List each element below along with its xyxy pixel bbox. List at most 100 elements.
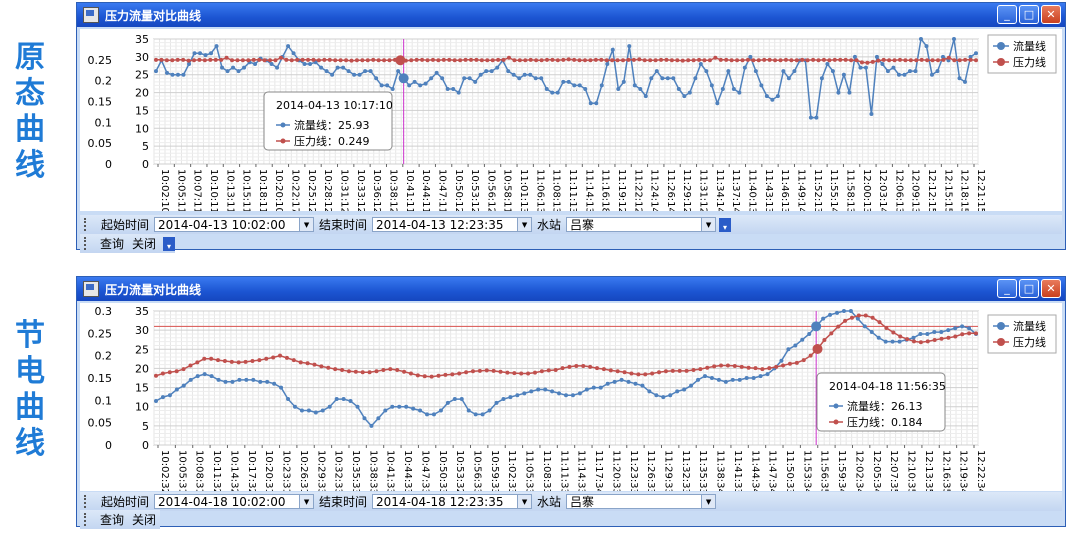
flow-point — [473, 412, 478, 417]
flow-point — [272, 381, 277, 386]
x-tick-label: 10:38:33 — [367, 450, 378, 491]
station-select[interactable]: 吕寨 ▼ — [566, 217, 717, 232]
query-button[interactable]: 查询 — [100, 513, 125, 527]
flow-point — [946, 328, 951, 333]
start-time-select[interactable]: 2014-04-18 10:02:00 ▼ — [154, 494, 315, 509]
pressure-point — [273, 58, 278, 63]
pressure-point — [719, 363, 724, 368]
flow-point — [539, 76, 544, 81]
end-time-select[interactable]: 2014-04-18 12:23:35 ▼ — [372, 494, 533, 509]
flow-point — [390, 404, 395, 409]
chevron-down-icon[interactable]: ▼ — [701, 218, 716, 231]
left-axis-tick: 15 — [135, 104, 149, 117]
pressure-point — [327, 57, 332, 62]
flow-point — [668, 393, 673, 398]
pressure-point — [532, 370, 537, 375]
pressure-point — [659, 57, 664, 62]
end-time-select[interactable]: 2014-04-13 12:23:35 ▼ — [372, 217, 533, 232]
pressure-point — [816, 58, 821, 63]
flow-point — [456, 90, 461, 95]
pressure-point — [670, 368, 675, 373]
action-toolbar: 查询 关闭 ▾ — [80, 234, 176, 253]
pressure-point — [808, 353, 813, 358]
chevron-down-icon[interactable]: ▼ — [701, 495, 716, 508]
legend-pressure-dot — [997, 338, 1005, 346]
flow-point — [627, 44, 632, 49]
flow-point — [269, 62, 274, 66]
right-axis-tick: 0.25 — [88, 327, 113, 340]
pressure-point — [436, 58, 441, 63]
minimize-button[interactable]: _ — [997, 5, 1017, 24]
x-tick-label: 12:03:14 — [877, 169, 888, 211]
pressure-point — [360, 370, 365, 375]
chevron-down-icon[interactable]: ▼ — [299, 218, 314, 231]
close-button[interactable]: ✕ — [1041, 5, 1061, 24]
flow-point — [800, 337, 805, 342]
flow-point — [511, 72, 516, 77]
pressure-point — [326, 365, 331, 370]
x-tick-label: 10:59:33 — [489, 450, 500, 491]
toolbar-grip[interactable] — [84, 218, 92, 231]
flow-point — [308, 62, 313, 66]
minimize-button[interactable]: _ — [997, 279, 1017, 298]
tooltip: 2014-04-18 11:56:35 流量线：26.13 压力线：0.184 — [816, 372, 946, 432]
pressure-point — [474, 57, 479, 62]
cursor-flow-marker — [811, 321, 822, 332]
pressure-point — [300, 57, 305, 62]
pressure-point — [250, 359, 255, 364]
pressure-point — [409, 58, 414, 63]
toolbar-overflow-icon[interactable]: ▾ — [719, 217, 732, 232]
x-tick-label: 12:05:34 — [871, 450, 882, 491]
pressure-flow-chart: 35 30 25 20 15 10 5 0 0.25 0.2 0.15 0.1 0.05 0 10:02:1… — [88, 33, 1057, 211]
pressure-point — [669, 58, 674, 63]
pressure-point — [664, 57, 669, 62]
x-tick-label: 10:36:12 — [371, 169, 382, 211]
x-tick-label: 10:26:31 — [298, 450, 309, 491]
title-bar[interactable]: 压力流量对比曲线 _ □ ✕ — [77, 3, 1065, 27]
flow-point — [696, 377, 701, 382]
flow-point — [731, 87, 736, 91]
pressure-point — [783, 57, 788, 62]
close-panel-button[interactable]: 关闭 — [132, 237, 157, 251]
station-select[interactable]: 吕寨 ▼ — [566, 494, 717, 509]
flow-point — [564, 393, 568, 398]
pressure-point — [599, 57, 604, 62]
chevron-down-icon[interactable]: ▼ — [299, 495, 314, 508]
pressure-point — [567, 364, 572, 369]
close-button[interactable]: ✕ — [1041, 279, 1061, 298]
flow-point — [968, 54, 973, 59]
title-bar[interactable]: 压力流量对比曲线 _ □ ✕ — [77, 277, 1065, 301]
flow-point — [390, 87, 395, 91]
pressure-point — [621, 58, 626, 63]
pressure-point — [821, 57, 826, 62]
maximize-button[interactable]: □ — [1019, 279, 1039, 298]
toolbar-grip[interactable] — [84, 495, 92, 508]
chart-window-saving: 压力流量对比曲线 _ □ ✕ 35 30 25 20 15 10 5 0 0.3 0.25 0.2 0… — [76, 276, 1066, 529]
toolbar-overflow-icon[interactable]: ▾ — [163, 236, 176, 251]
flow-point — [302, 62, 307, 66]
side-char: 线 — [15, 426, 45, 461]
side-label-original: 原 态 曲 线 — [8, 40, 52, 184]
start-time-select[interactable]: 2014-04-13 10:02:00 ▼ — [154, 217, 315, 232]
close-panel-button[interactable]: 关闭 — [132, 513, 157, 527]
chevron-down-icon[interactable]: ▼ — [517, 218, 532, 231]
toolbar-grip[interactable] — [84, 237, 92, 250]
flow-point — [855, 316, 860, 321]
flow-point — [327, 404, 332, 409]
pressure-point — [429, 374, 434, 379]
pressure-point — [629, 371, 634, 376]
maximize-button[interactable]: □ — [1019, 5, 1039, 24]
flow-point — [216, 377, 221, 382]
pressure-point — [374, 369, 379, 374]
pressure-point — [333, 367, 338, 372]
pressure-point — [884, 325, 889, 330]
toolbar-grip[interactable] — [84, 513, 92, 526]
x-tick-label: 11:31:12 — [698, 169, 709, 211]
x-tick-label: 12:19:34 — [958, 450, 969, 491]
query-button[interactable]: 查询 — [100, 237, 125, 251]
flow-point — [431, 412, 436, 417]
chevron-down-icon[interactable]: ▼ — [517, 495, 532, 508]
flow-point — [265, 379, 270, 384]
flow-point — [897, 339, 902, 344]
